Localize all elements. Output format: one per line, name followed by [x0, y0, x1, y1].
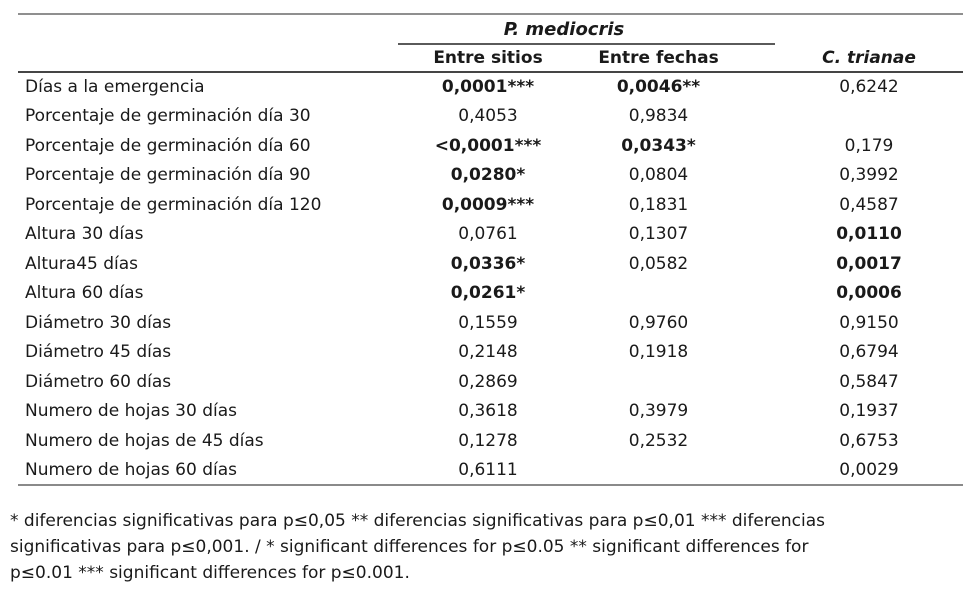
p-value-cell: 0,1559 [458, 312, 518, 333]
p-value-cell: 0,0009*** [441, 194, 535, 215]
table-row: Diámetro 45 días 0,2148 0,1918 0,6794 [18, 338, 963, 368]
p-value-cell: <0,0001*** [434, 135, 542, 156]
table-row: Porcentaje de germinación día 30 0,4053 0,… [18, 102, 963, 132]
row-label: Días a la emergencia [25, 77, 205, 98]
p-value-cell: 0,4587 [839, 194, 899, 215]
row-label: Altura 60 días [25, 283, 144, 304]
p-value-cell: 0,2869 [458, 371, 518, 392]
p-value-cell [578, 367, 775, 397]
significance-table: P. mediocris Entre sitios Entre fechas C… [18, 13, 964, 486]
p-value-cell: 0,0001*** [441, 77, 535, 98]
table-row: Altura 30 días 0,0761 0,1307 0,0110 [18, 220, 963, 250]
row-label: Porcentaje de germinación día 90 [25, 165, 311, 186]
column-header-entre-fechas: Entre fechas [578, 44, 776, 73]
table-row: Numero de hojas 30 días 0,3618 0,3979 0,193… [18, 397, 963, 427]
p-value-cell: 0,0261* [450, 283, 526, 304]
p-value-cell: 0,6753 [839, 430, 899, 451]
p-value-cell: 0,6242 [839, 77, 899, 98]
p-value-cell: 0,0029 [775, 455, 964, 486]
table-body: Días a la emergencia 0,0001*** 0,0046** 0,6… [18, 72, 964, 486]
footnote-line-1: * diferencias significativas para p≤0,05… [10, 511, 826, 531]
p-value-cell: 0,3618 [458, 401, 518, 422]
column-header-c-trianae: C. trianae [775, 44, 964, 73]
table-row: Numero de hojas 60 días 0,6111 0,0029 [18, 455, 964, 486]
table-row: Porcentaje de germinación día 90 0,0280* 0… [18, 161, 963, 191]
row-label: Numero de hojas 30 días [25, 401, 237, 422]
row-label: Porcentaje de germinación día 30 [25, 106, 311, 127]
p-value-cell: 0,0343* [621, 135, 696, 156]
p-value-cell: 0,6794 [839, 342, 899, 363]
table-row: Porcentaje de germinación día 60 <0,0001*… [18, 131, 963, 161]
p-value-cell: 0,1831 [628, 194, 689, 215]
p-value-cell: 0,6111 [398, 455, 578, 486]
p-value-cell: 0,0006 [836, 283, 902, 304]
spacer-cell [18, 44, 398, 73]
row-label: Altura 30 días [25, 224, 144, 245]
p-value-cell: 0,0110 [836, 224, 902, 245]
table-row: Días a la emergencia 0,0001*** 0,0046** 0,6… [18, 72, 963, 102]
p-value-cell: 0,4053 [458, 106, 518, 127]
p-value-cell: 0,3979 [628, 401, 689, 422]
p-value-cell: 0,0046** [616, 77, 701, 98]
p-value-cell [578, 455, 776, 486]
p-value-cell: 0,1307 [628, 224, 689, 245]
row-label: Porcentaje de germinación día 60 [25, 135, 311, 156]
column-header-entre-sitios: Entre sitios [398, 44, 578, 73]
table-row: Numero de hojas de 45 días 0,1278 0,2532 0,… [18, 426, 963, 456]
footnote: * diferencias significativas para p≤0,05… [10, 508, 980, 586]
spacer-cell [775, 13, 964, 44]
footnote-line-2: significativas para p≤0,001. / * signifi… [10, 537, 809, 557]
spacer-cell [18, 13, 398, 44]
p-value-cell: 0,0582 [628, 253, 689, 274]
p-value-cell: 0,0336* [450, 253, 526, 274]
row-label: Diámetro 45 días [25, 342, 172, 363]
table-row: Porcentaje de germinación día 120 0,0009*… [18, 190, 963, 220]
table-row: Altura45 días 0,0336* 0,0582 0,0017 [18, 249, 963, 279]
row-label: Numero de hojas de 45 días [25, 430, 264, 451]
p-value-cell: 0,1918 [628, 342, 689, 363]
p-value-cell: 0,9834 [628, 106, 689, 127]
p-value-cell: 0,0280* [450, 165, 526, 186]
p-value-cell: 0,1937 [839, 401, 899, 422]
p-value-cell: 0,1278 [458, 430, 518, 451]
p-value-cell: 0,9760 [628, 312, 689, 333]
footnote-line-3: p≤0.01 *** significant differences for p… [10, 563, 410, 583]
p-value-cell: 0,0761 [458, 224, 518, 245]
column-header-row: Entre sitios Entre fechas C. trianae [18, 44, 964, 73]
p-value-cell: 0,3992 [839, 165, 899, 186]
row-label: Diámetro 30 días [25, 312, 172, 333]
p-value-cell [578, 279, 775, 309]
p-value-cell: 0,2148 [458, 342, 518, 363]
p-value-cell: 0,0017 [836, 253, 902, 274]
table-row: Diámetro 60 días 0,2869 0,5847 [18, 367, 963, 397]
row-label: Numero de hojas 60 días [18, 455, 398, 486]
p-value-cell: 0,9150 [839, 312, 899, 333]
p-value-cell: 0,0804 [628, 165, 689, 186]
p-value-cell: 0,179 [844, 135, 894, 156]
p-value-cell [775, 102, 963, 132]
row-label: Altura45 días [25, 253, 139, 274]
p-value-cell: 0,2532 [628, 430, 689, 451]
p-value-cell: 0,5847 [839, 371, 899, 392]
row-label: Diámetro 60 días [25, 371, 172, 392]
document-page: P. mediocris Entre sitios Entre fechas C… [10, 13, 980, 586]
row-label: Porcentaje de germinación día 120 [25, 194, 322, 215]
table-row: Altura 60 días 0,0261* 0,0006 [18, 279, 963, 309]
table-row: Diámetro 30 días 0,1559 0,9760 0,9150 [18, 308, 963, 338]
group-header-row: P. mediocris [18, 13, 964, 45]
group-header-p-mediocris: P. mediocris [398, 13, 776, 45]
